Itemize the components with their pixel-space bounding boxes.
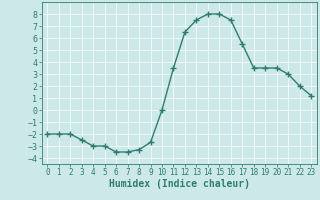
X-axis label: Humidex (Indice chaleur): Humidex (Indice chaleur) [109, 179, 250, 189]
